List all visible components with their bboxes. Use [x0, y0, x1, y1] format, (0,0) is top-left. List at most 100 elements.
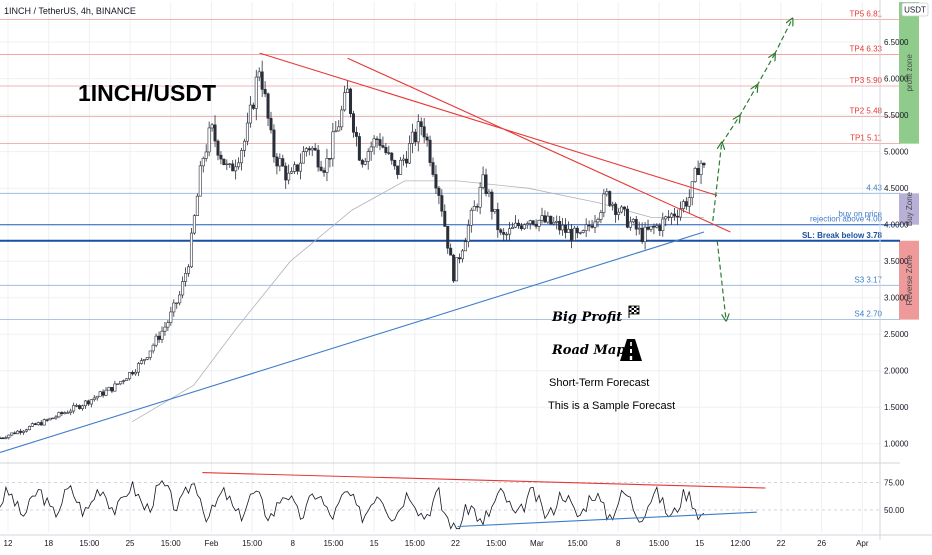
candle-body: [301, 151, 305, 164]
candle-body: [254, 76, 258, 109]
candle-body: [449, 247, 453, 256]
candle-body: [86, 400, 90, 405]
candle-body: [22, 430, 26, 433]
candle-body: [620, 206, 624, 213]
x-tick-label: 26: [817, 539, 826, 548]
level-label: rejection above 4.00: [810, 215, 883, 224]
grid: [0, 2, 880, 532]
candle-body: [422, 126, 426, 138]
candle-body: [564, 224, 568, 233]
candle-body: [469, 209, 473, 226]
candle-body: [275, 156, 279, 167]
candle-body: [390, 152, 394, 161]
y-tick-label: 2.0000: [884, 367, 909, 376]
candle-body: [673, 213, 677, 217]
candle-body: [104, 389, 108, 396]
candle-body: [354, 131, 358, 137]
candle-body: [48, 417, 52, 421]
candle-body: [63, 412, 67, 415]
candle-body: [16, 430, 20, 435]
level-label: TP4 6.33: [850, 45, 883, 54]
candle-body: [519, 225, 523, 229]
x-tick-label: 15:00: [486, 539, 507, 548]
level-label: S4 2.70: [854, 310, 882, 319]
candle-body: [593, 221, 597, 228]
y-tick-label: 6.0000: [884, 75, 909, 84]
currency-badge: USDT: [901, 2, 929, 17]
candle-body: [572, 227, 576, 241]
candle-body: [525, 223, 529, 226]
candle-body: [116, 383, 120, 385]
forecast-segment-bullish: [721, 117, 740, 144]
rsi-tick-label: 50.00: [884, 506, 905, 515]
candle-body: [293, 164, 297, 172]
candle-body: [402, 158, 406, 161]
candle-body: [296, 164, 300, 172]
candle-body: [83, 400, 87, 407]
candle-body: [237, 162, 241, 168]
candle-body: [549, 215, 553, 225]
candle-body: [446, 226, 450, 249]
candle-body: [187, 266, 191, 274]
x-tick-label: 22: [451, 539, 460, 548]
candle-body: [242, 140, 246, 151]
y-tick-label: 3.0000: [884, 294, 909, 303]
road-map-label: Road Map: [551, 343, 625, 358]
candle-body: [678, 208, 682, 218]
candle-body: [587, 224, 591, 227]
candle-body: [690, 181, 694, 199]
candle-body: [157, 335, 161, 340]
candle-body: [434, 174, 438, 189]
candle-body: [490, 191, 494, 212]
candle-body: [95, 395, 99, 399]
rsi-panel: 75.00 50.00: [0, 462, 905, 530]
candle-body: [528, 220, 532, 224]
candle-body: [699, 162, 703, 176]
candle-body: [219, 154, 223, 160]
candle-body: [452, 254, 456, 282]
trendlines: [0, 52, 731, 454]
candle-body: [431, 162, 435, 175]
candle-body: [4, 437, 8, 439]
x-tick-label: Mar: [530, 539, 544, 548]
candle-body: [231, 163, 235, 172]
candle-body: [637, 227, 641, 230]
candle-body: [378, 139, 382, 146]
candle-body: [298, 162, 302, 172]
forecast-segment-bullish: [773, 20, 792, 55]
candle-body: [266, 93, 270, 119]
candle-body: [325, 158, 329, 173]
candle-body: [569, 228, 573, 241]
candle-body: [413, 131, 417, 143]
x-tick-label: 15:00: [649, 539, 670, 548]
candle-body: [681, 201, 685, 209]
candle-body: [652, 225, 656, 228]
y-tick-label: 3.5000: [884, 257, 909, 266]
candle-body: [154, 335, 158, 346]
candle-body: [69, 410, 73, 413]
candle-body: [516, 222, 520, 227]
candle-body: [675, 215, 679, 218]
candle-body: [384, 146, 388, 153]
candle-body: [145, 357, 149, 360]
y-tick-label: 4.5000: [884, 184, 909, 193]
x-tick-label: 15:00: [161, 539, 182, 548]
x-tick-label: 18: [44, 539, 53, 548]
forecast-segment-bullish: [738, 86, 757, 117]
candle-body: [25, 429, 29, 432]
candle-body: [646, 226, 650, 230]
candle-body: [101, 391, 105, 396]
candle-body: [42, 419, 46, 426]
candle-body: [290, 171, 294, 174]
rsi-trendline: [202, 472, 766, 489]
y-tick-label: 5.0000: [884, 148, 909, 157]
y-tick-label: 1.5000: [884, 403, 909, 412]
trendline: [0, 231, 705, 454]
candle-body: [107, 387, 111, 391]
candle-body: [131, 372, 135, 375]
candle-body: [304, 148, 308, 152]
candle-body: [511, 226, 515, 229]
candle-body: [513, 222, 517, 228]
